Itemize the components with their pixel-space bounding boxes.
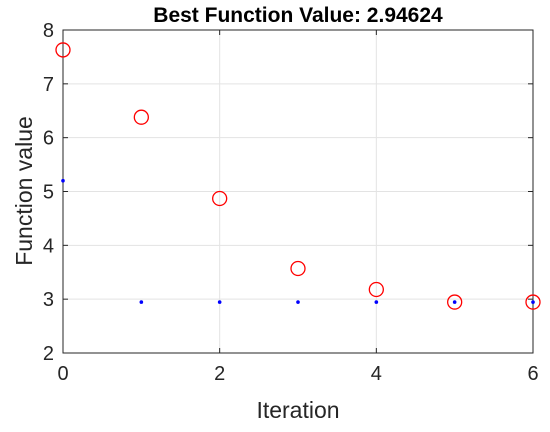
y-tick-label: 7 <box>43 74 54 96</box>
data-point-open-circle <box>212 190 228 207</box>
data-point-open-circle <box>55 42 71 58</box>
y-tick-label: 8 <box>43 20 54 42</box>
data-point-dot <box>374 300 379 304</box>
x-tick-label: 2 <box>214 363 225 385</box>
data-point-dot <box>452 300 457 304</box>
data-point-open-circle <box>368 281 384 298</box>
chart-title: Best Function Value: 2.94624 <box>153 4 443 27</box>
data-point-dot <box>217 300 222 304</box>
data-point-dot <box>531 300 535 304</box>
data-point-dot <box>139 300 144 304</box>
data-point-dot <box>296 300 300 304</box>
y-tick-label: 3 <box>43 289 54 311</box>
data-series <box>55 42 541 310</box>
x-tick-label: 6 <box>527 363 538 385</box>
y-tick-label: 4 <box>43 235 54 257</box>
x-tick-label: 0 <box>57 363 68 385</box>
x-axis-label: Iteration <box>256 397 339 423</box>
y-tick-label: 6 <box>43 128 54 150</box>
data-point-open-circle <box>447 294 463 310</box>
data-point-open-circle <box>525 294 541 310</box>
data-point-dot <box>61 178 65 183</box>
y-axis-label: Function value <box>11 116 37 266</box>
y-tick-label: 5 <box>43 182 54 204</box>
data-point-open-circle <box>133 109 149 125</box>
data-point-open-circle <box>290 260 306 277</box>
y-tick-label: 2 <box>43 343 54 365</box>
axes-frame <box>62 29 534 354</box>
x-tick-label: 4 <box>371 363 382 385</box>
